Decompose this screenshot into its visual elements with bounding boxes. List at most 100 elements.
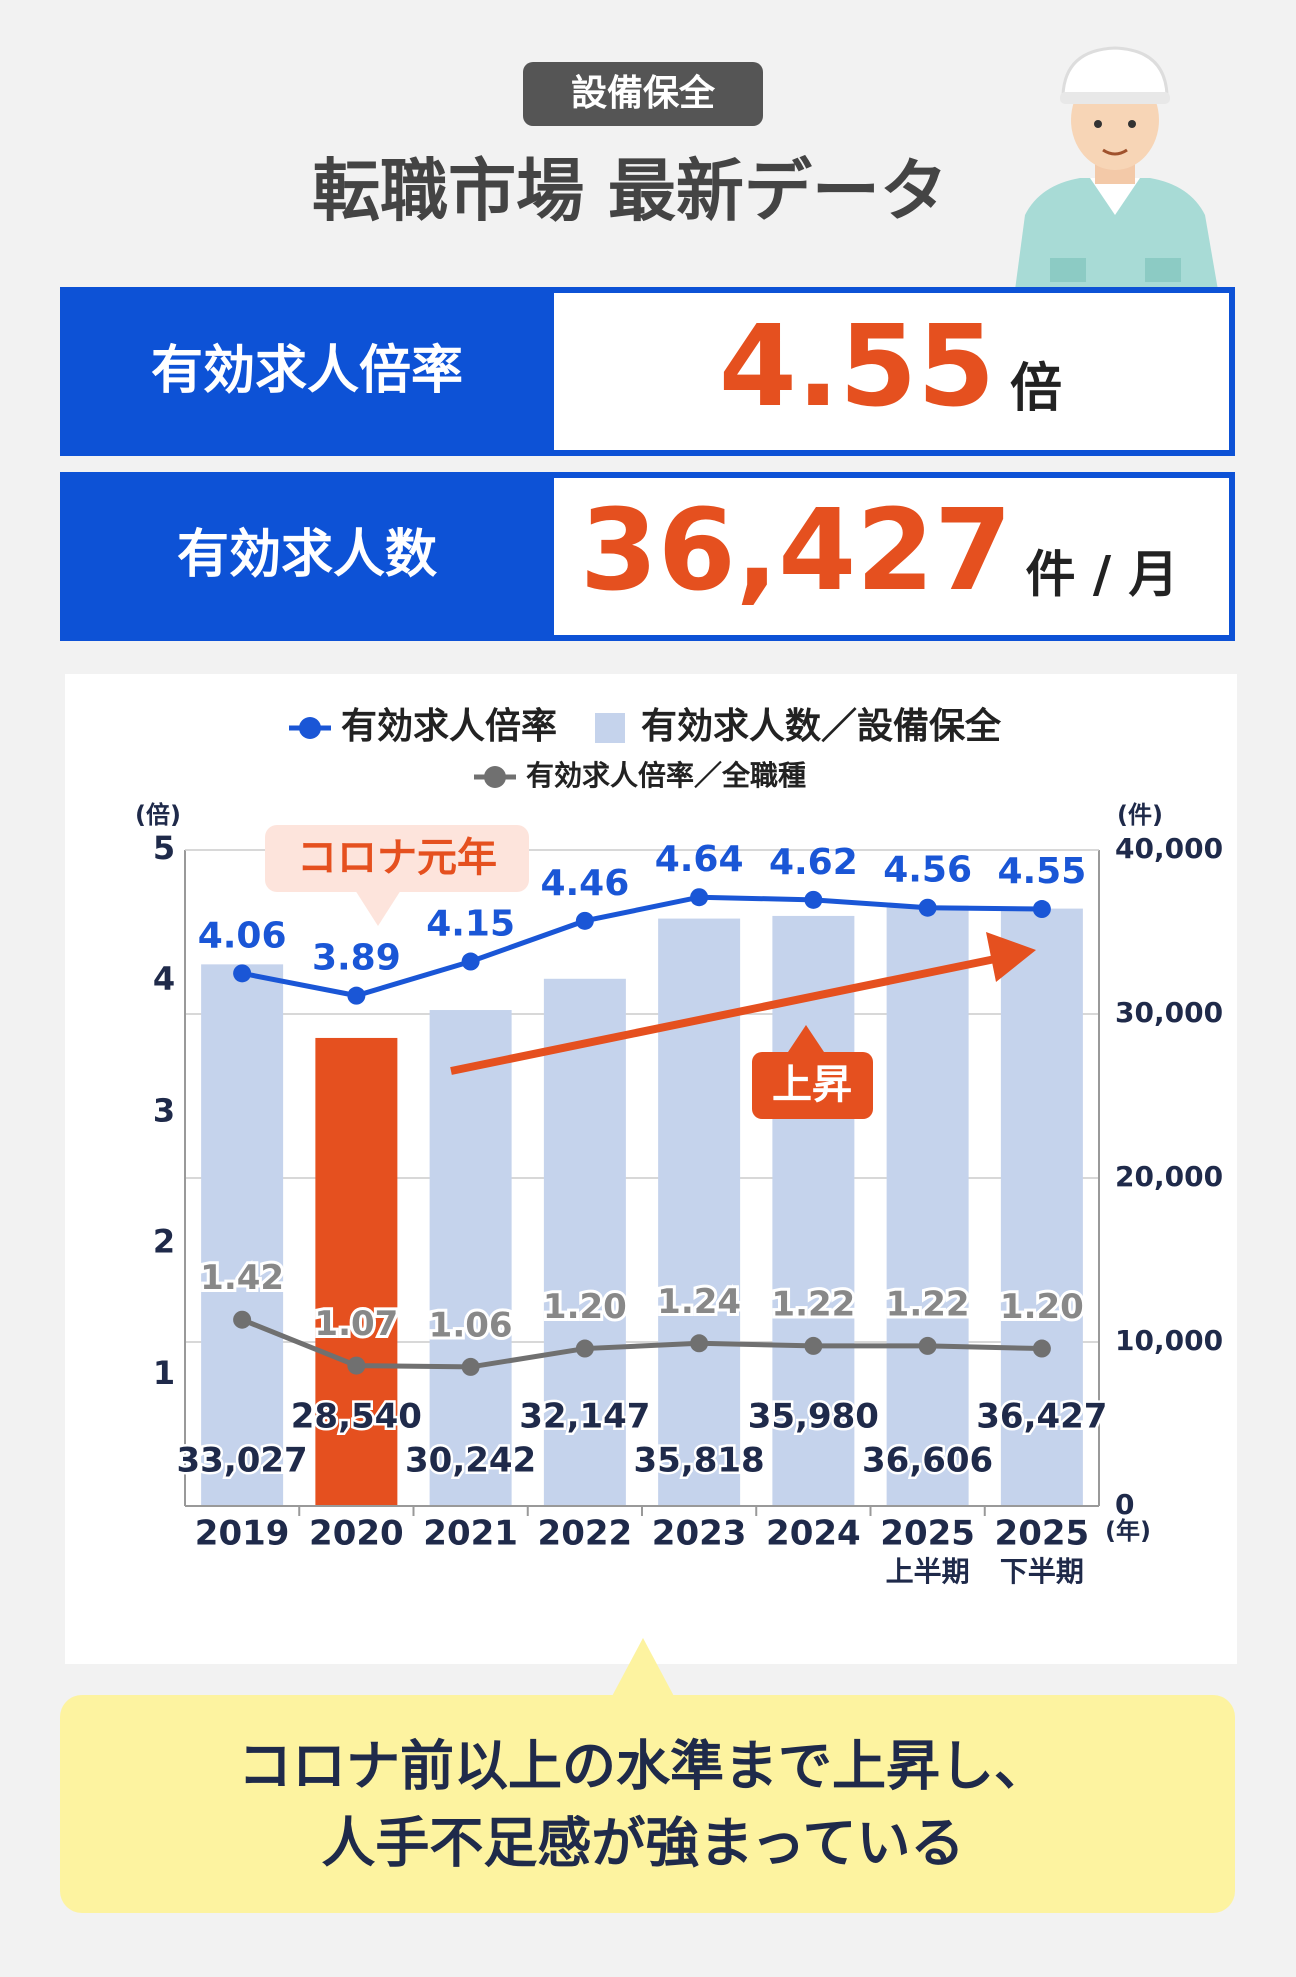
legend-swatch (595, 713, 625, 743)
stat-unit: 件 / 月 (1025, 546, 1178, 604)
data-label: 35,980 (748, 1397, 879, 1437)
point (347, 1356, 366, 1375)
annotation-box (752, 1052, 873, 1119)
x-tick-label: 2024 (766, 1514, 861, 1554)
stat-value: 36,427 (580, 486, 1012, 616)
page-title: 転職市場 最新データ (312, 153, 948, 232)
bar (1000, 908, 1083, 1506)
annotation-box (265, 825, 529, 892)
data-label: 35,818 (634, 1441, 765, 1481)
x-tick-label: 2021 (423, 1514, 518, 1554)
y-tick-label: 2 (153, 1223, 175, 1261)
callout-line: コロナ前以上の水準まで上昇し、 (238, 1735, 1048, 1798)
y-tick-label: 4 (153, 960, 175, 998)
badge (523, 62, 763, 126)
trend-arrow (450, 954, 1001, 1075)
point (804, 1336, 823, 1355)
x-tick-label: 2022 (538, 1514, 633, 1554)
data-label: 1.24 (657, 1282, 741, 1322)
stat-value-panel (554, 478, 1229, 635)
data-label: 4.62 (769, 842, 858, 883)
annotation: コロナ元年 (297, 835, 497, 881)
point (575, 1339, 594, 1358)
y2-tick-label: 10,000 (1115, 1324, 1223, 1357)
point (461, 1357, 480, 1376)
legend-label: 有効求人数／設備保全 (641, 705, 1002, 747)
data-label: 28,540 (291, 1397, 422, 1437)
data-label: 4.64 (655, 839, 744, 880)
stat-value-panel (554, 293, 1229, 450)
stat-label: 有効求人倍率 (151, 341, 463, 401)
x-tick-label: 上半期 (886, 1555, 970, 1588)
point (461, 952, 480, 971)
point (1032, 900, 1051, 919)
x-tick-label: 2025 (880, 1514, 975, 1554)
point (233, 1310, 252, 1329)
legend-swatch (299, 717, 321, 739)
x-axis-label: (年) (1105, 1517, 1151, 1545)
data-label: 4.46 (540, 863, 629, 904)
y-axis-label: (倍) (135, 801, 181, 829)
point (918, 898, 937, 917)
bar (886, 905, 969, 1506)
x-tick-label: 2023 (652, 1514, 747, 1554)
series-line (241, 1317, 1042, 1370)
data-label: 1.20 (1000, 1287, 1084, 1327)
point (1032, 1339, 1051, 1358)
point (804, 890, 823, 909)
stat-value: 4.55 (719, 302, 995, 432)
x-tick-label: 下半期 (1000, 1555, 1084, 1588)
y2-tick-label: 20,000 (1115, 1160, 1223, 1193)
annotation-pointer (786, 1025, 826, 1055)
y-tick-label: 3 (153, 1091, 175, 1129)
data-label: 1.22 (886, 1284, 970, 1324)
x-tick-label: 2020 (309, 1514, 404, 1554)
trend-arrowhead (986, 932, 1036, 982)
data-label: 4.55 (997, 851, 1086, 892)
legend-label: 有効求人倍率／全職種 (526, 759, 806, 792)
data-label: 30,242 (405, 1441, 536, 1481)
worker-illustration (1015, 46, 1218, 290)
bar (658, 918, 741, 1506)
series-line (241, 894, 1042, 999)
data-label: 4.15 (426, 904, 515, 945)
legend-swatch (484, 766, 506, 788)
point (690, 888, 709, 907)
y-tick-label: 1 (153, 1354, 175, 1392)
y2-tick-label: 40,000 (1115, 832, 1223, 865)
callout-line: 人手不足感が強まっている (321, 1812, 964, 1875)
point (918, 1336, 937, 1355)
y-tick-label: 5 (153, 829, 175, 867)
data-label: 1.07 (314, 1304, 398, 1344)
data-label: 4.06 (198, 915, 287, 956)
data-label: 1.06 (429, 1305, 513, 1345)
y2-axis-label: (件) (1117, 801, 1163, 829)
data-label: 1.42 (200, 1258, 284, 1298)
data-label: 3.89 (312, 938, 401, 979)
x-tick-label: 2019 (195, 1514, 290, 1554)
data-label: 1.20 (543, 1287, 627, 1327)
point (347, 986, 366, 1005)
data-label: 33,027 (177, 1441, 308, 1481)
bar (543, 978, 626, 1506)
point (233, 964, 252, 983)
bar (772, 915, 855, 1506)
data-label: 1.22 (771, 1284, 855, 1324)
bar (429, 1010, 512, 1506)
callout-pointer (610, 1638, 676, 1700)
y2-tick-label: 30,000 (1115, 996, 1223, 1029)
data-label: 4.56 (883, 850, 972, 891)
data-label: 36,606 (862, 1441, 993, 1481)
bar (201, 964, 284, 1506)
chart: 0 10,000 20,000 30,000 40,000 1 2 3 4 5(倍) (件) (年) 2… (135, 705, 1223, 1588)
data-label: 36,427 (976, 1397, 1107, 1437)
annotation-pointer (355, 890, 401, 926)
legend-label: 有効求人倍率 (341, 706, 557, 747)
y2-tick-label: 0 (1115, 1488, 1134, 1521)
stat-label: 有効求人数 (177, 525, 437, 585)
bar (315, 1037, 398, 1506)
x-tick-label: 2025 (995, 1514, 1090, 1554)
point (575, 911, 594, 930)
badge-text: 設備保全 (571, 72, 716, 114)
